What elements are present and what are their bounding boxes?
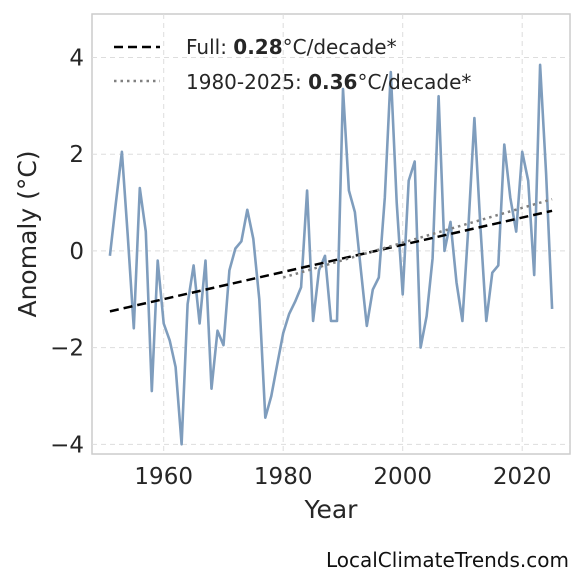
x-axis-title: Year	[304, 495, 359, 524]
grid-lines	[92, 14, 570, 454]
y-axis-title: Anomaly (°C)	[13, 150, 42, 317]
legend-recent-prefix: 1980-2025:	[186, 70, 308, 94]
y-tick-label: 0	[69, 239, 84, 265]
legend-recent-value: 0.36	[308, 70, 357, 94]
legend-full-suffix: °C/decade*	[283, 35, 397, 59]
y-tick-label: 4	[69, 46, 84, 72]
x-tick-labels: 1960 1980 2000 2020	[134, 464, 551, 490]
data-series	[108, 63, 554, 446]
x-tick-label: 2020	[493, 464, 552, 490]
x-tick-label: 1960	[134, 464, 193, 490]
source-credit: LocalClimateTrends.com	[325, 548, 569, 572]
legend-full-trend-label: Full: 0.28°C/decade*	[186, 35, 397, 59]
y-tick-label: 2	[69, 142, 84, 168]
legend-recent-trend-label: 1980-2025: 0.36°C/decade*	[186, 70, 471, 94]
y-tick-label: −4	[50, 432, 84, 458]
recent-trend-line	[282, 197, 553, 279]
legend-full-prefix: Full:	[186, 35, 233, 59]
trend-lines	[109, 197, 553, 313]
anomaly-series-line	[108, 63, 554, 446]
legend-full-value: 0.28	[233, 35, 282, 59]
plot-area	[91, 13, 571, 455]
legend: Full: 0.28°C/decade* 1980-2025: 0.36°C/d…	[114, 35, 471, 94]
x-tick-label: 2000	[373, 464, 432, 490]
y-tick-label: −2	[50, 336, 84, 362]
y-tick-labels: −4 −2 0 2 4	[50, 46, 84, 459]
full-trend-line	[109, 209, 553, 313]
legend-recent-suffix: °C/decade*	[357, 70, 471, 94]
x-tick-label: 1980	[254, 464, 313, 490]
